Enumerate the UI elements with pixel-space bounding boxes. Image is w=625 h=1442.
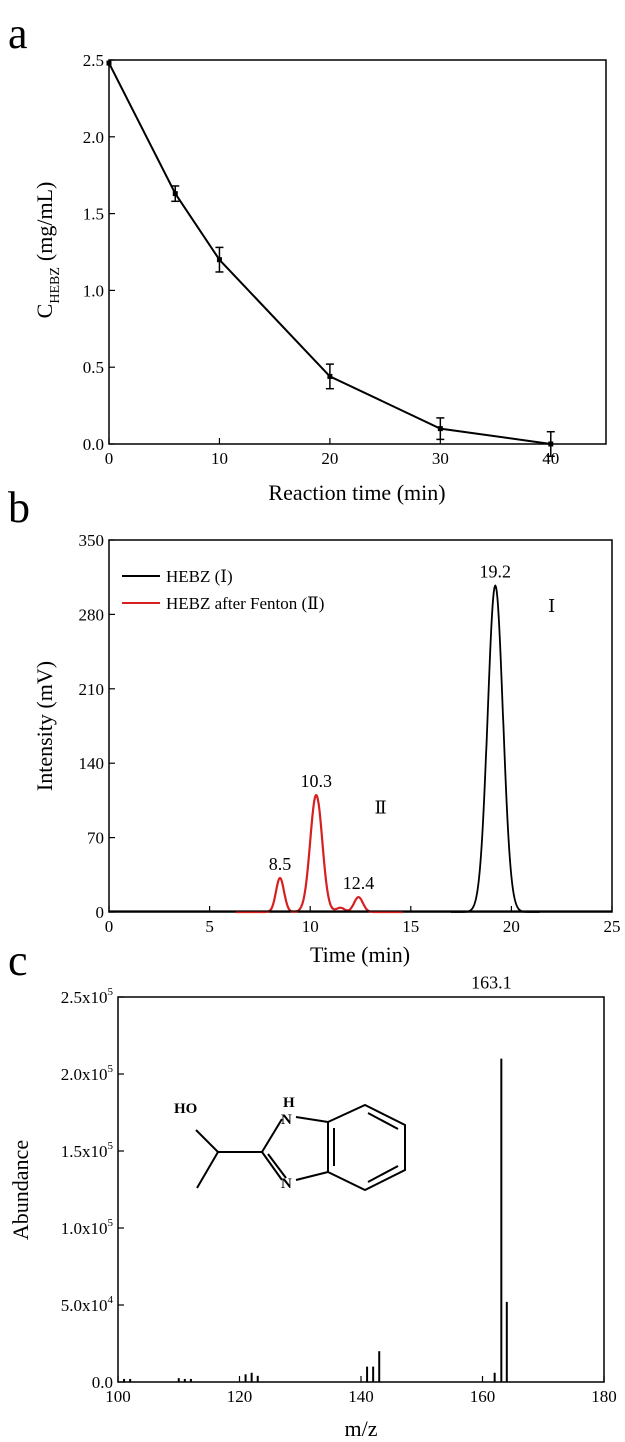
data-a [106,60,555,458]
b-y-tick-label: 140 [79,754,105,773]
chart-panel-a: 0 10 20 30 40 0.0 0.5 1.0 1.5 2.0 2.5 Reaction tim… [32,51,607,505]
series-line-hebz-after-fenton [235,793,403,914]
c-x-tick-label: 160 [470,1387,496,1406]
chart-panel-c: 100 120 140 160 180 0.0 5.0x104 1.0x105 1.5x105 2… [8,973,617,1441]
molecule-label-n-top: N [281,1112,292,1128]
bond-n3-c3a [295,1171,329,1181]
b-y-tick-label: 0 [96,903,105,922]
b-x-tick-label: 10 [302,917,319,936]
molecule-structure [195,1103,406,1192]
c-x-tick-label: 140 [348,1387,374,1406]
c-y-tick-exponent: 5 [108,1063,114,1075]
bond-c2-n3 [261,1151,283,1181]
b-y-tick-label: 210 [79,680,105,699]
a-y-tick-label: 0.0 [83,435,104,454]
a-y-tick-label: 0.5 [83,358,104,377]
molecule-label-h: H [283,1095,295,1111]
series-roman-label: Ⅱ [375,798,387,818]
b-x-tick-label: 25 [604,917,621,936]
benzene-ring [327,1103,406,1192]
legend-label-fenton: HEBZ after Fenton (Ⅱ) [166,594,324,613]
a-y-tick-label: 2.0 [83,128,104,147]
ring-double-3 [367,1165,399,1183]
c-y-tick-label: 5.0x104 [61,1294,114,1315]
c-y-tick-label: 2.0x105 [61,1063,114,1084]
y-axis-title-a-main: C [32,304,57,319]
legend-b: HEBZ (Ⅰ) HEBZ after Fenton (Ⅱ) [122,567,324,613]
y-axis-title-a-sub: HEBZ [48,267,63,304]
a-y-tick-label: 1.0 [83,281,104,300]
c-y-tick-label: 2.5x105 [61,986,114,1007]
plot-frame-a [108,59,607,445]
ticks-b: 0 5 10 15 20 25 0 70 140 210 280 350 [79,531,621,936]
c-y-tick-label: 0.0 [92,1373,113,1392]
a-x-tick-label: 20 [321,449,338,468]
bond-n1-c7a [295,1116,329,1123]
series-roman-label: Ⅰ [548,596,555,616]
series-line-hebz-concentration [108,62,551,445]
ticks-c: 100 120 140 160 180 0.0 5.0x104 1.0x105 1.5x105 2… [61,986,617,1406]
molecule-label-n-bottom: N [281,1176,292,1192]
b-y-tick-label: 280 [79,605,105,624]
bond-ho-ch [195,1129,219,1153]
a-y-tick-label: 2.5 [83,51,104,70]
a-x-tick-label: 40 [542,449,559,468]
chart-panel-b: 0 5 10 15 20 25 0 70 140 210 280 350 19.2 10.3 8.5 12.… [32,531,621,967]
panel-letter-b: b [8,483,30,532]
peak-label: 10.3 [300,771,332,791]
y-axis-title-a: CHEBZ (mg/mL) [32,182,63,319]
b-x-tick-label: 0 [105,917,114,936]
ms-peak-label: 163.1 [471,973,512,993]
peak-label: 8.5 [269,854,292,874]
c-x-tick-label: 180 [591,1387,617,1406]
a-x-tick-label: 10 [211,449,228,468]
b-y-tick-label: 350 [79,531,105,550]
c-y-tick-label: 1.0x105 [61,1217,114,1238]
data-point [106,60,112,66]
x-axis-title-b: Time (min) [310,942,410,967]
c-y-tick-exponent: 5 [108,986,114,998]
x-axis-title-a: Reaction time (min) [268,480,445,505]
y-axis-title-c: Abundance [8,1140,33,1240]
ring-double-2 [367,1112,399,1130]
c-y-tick-exponent: 4 [108,1294,114,1306]
panel-letter-a: a [8,9,28,58]
data-b: 19.2 10.3 8.5 12.4 Ⅰ Ⅱ [109,562,612,914]
plot-frame-b [108,539,613,913]
b-y-tick-label: 70 [87,829,104,848]
plot-frame-c [117,996,605,1383]
a-x-tick-label: 0 [105,449,114,468]
c-y-tick-label: 1.5x105 [61,1140,114,1161]
ticks-a: 0 10 20 30 40 0.0 0.5 1.0 1.5 2.0 2.5 [83,51,560,468]
bond-c2-n3-double [267,1153,287,1179]
b-x-tick-label: 20 [503,917,520,936]
b-x-tick-label: 5 [205,917,214,936]
y-axis-title-a-unit: (mg/mL) [32,182,57,261]
bond-ch-ch3 [196,1151,219,1189]
c-y-tick-exponent: 5 [108,1140,114,1152]
data-c: 163.1 [123,973,512,1382]
series-line-hebz [451,584,540,913]
bond-c2-n1 [261,1118,283,1153]
data-point [327,373,333,379]
legend-label-hebz: HEBZ (Ⅰ) [166,567,233,586]
peak-label: 12.4 [343,873,375,893]
data-point [437,426,443,432]
molecule-label-ho: HO [174,1101,197,1117]
data-point [172,191,178,197]
data-point [216,257,222,263]
c-y-tick-exponent: 5 [108,1217,114,1229]
x-axis-title-c: m/z [345,1416,378,1441]
a-y-tick-label: 1.5 [83,205,104,224]
c-x-tick-label: 120 [227,1387,253,1406]
c-x-tick-label: 100 [105,1387,131,1406]
b-x-tick-label: 15 [402,917,419,936]
data-point [548,441,554,447]
a-x-tick-label: 30 [432,449,449,468]
peak-label: 19.2 [480,562,512,582]
panel-letter-c: c [8,936,28,985]
y-axis-title-b: Intensity (mV) [32,661,57,791]
